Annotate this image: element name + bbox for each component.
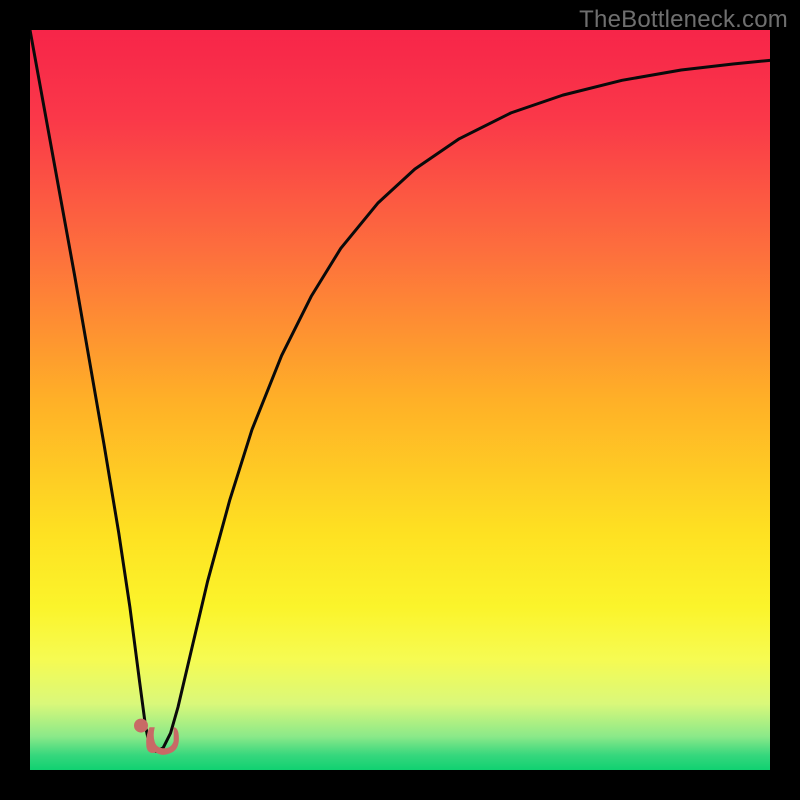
plot-gradient-background [30,30,770,770]
chart-container: TheBottleneck.com [0,0,800,800]
bottleneck-chart [0,0,800,800]
trough-marker-dot [134,719,148,733]
watermark-text: TheBottleneck.com [579,6,788,34]
